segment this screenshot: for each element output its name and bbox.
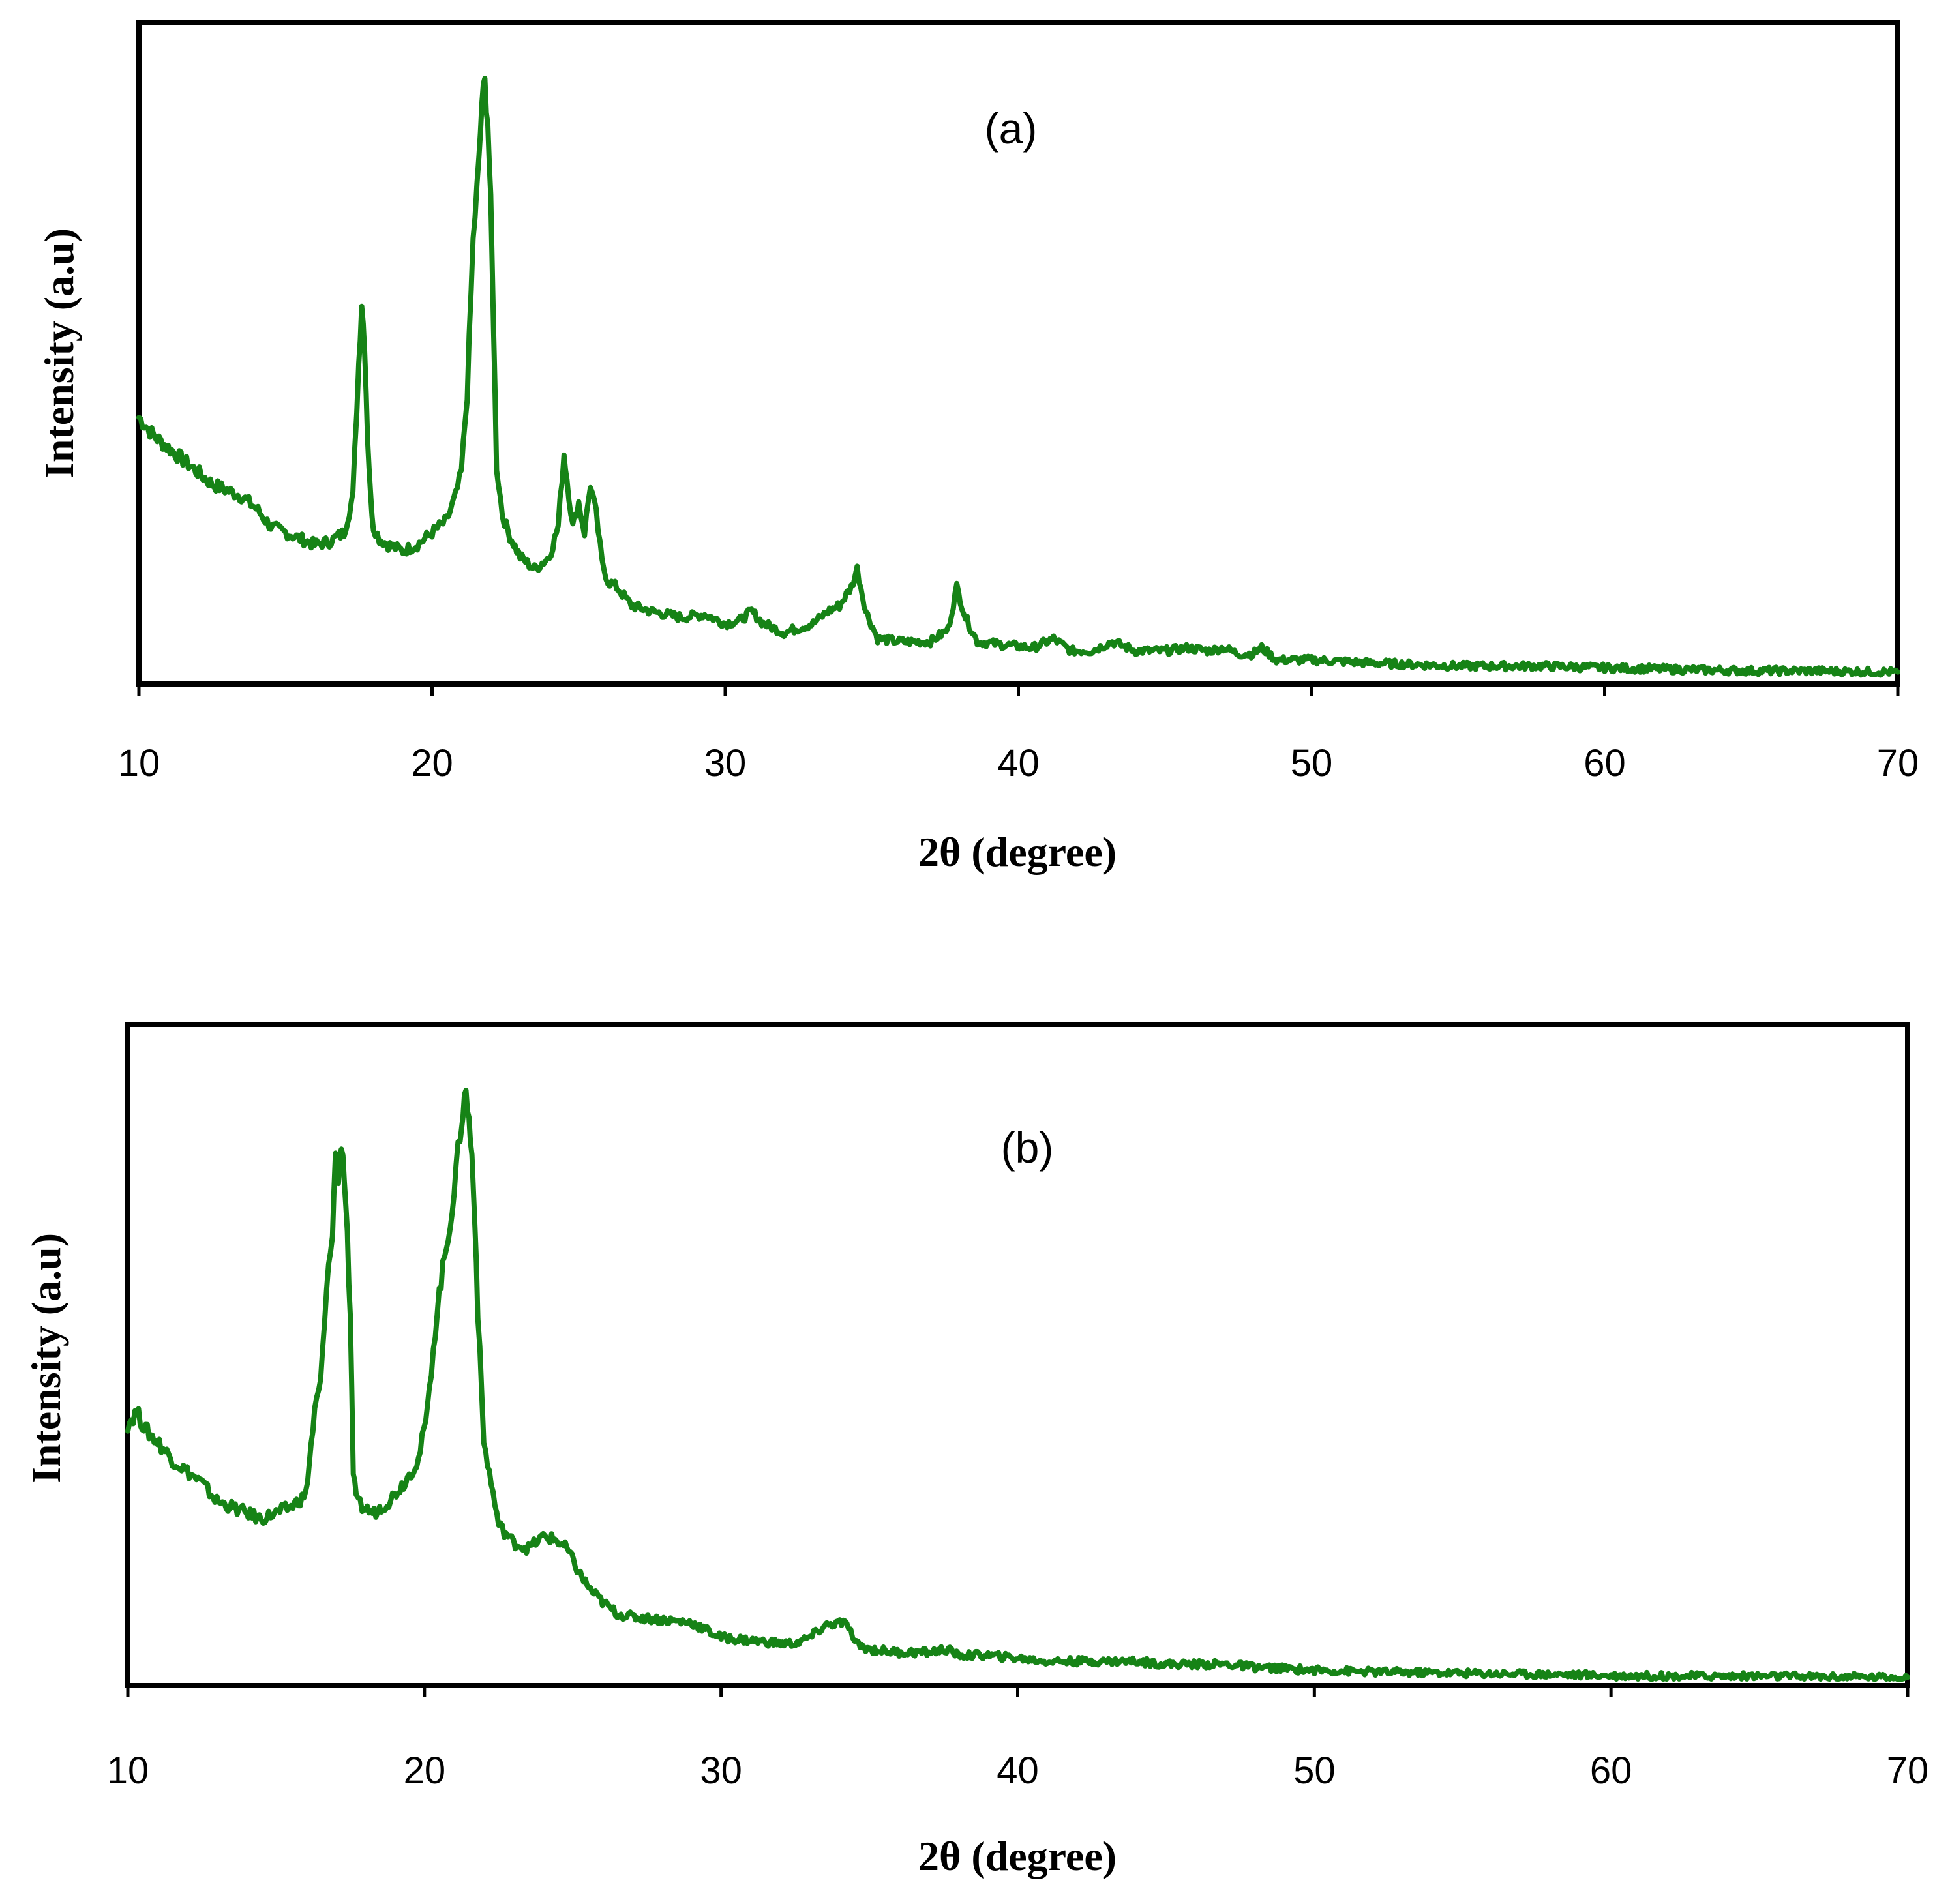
panel-label-a: (a) xyxy=(985,104,1038,153)
series-line-b xyxy=(125,1088,1910,1682)
x-axis-ticks xyxy=(126,1686,1910,1697)
x-tick-label-30: 30 xyxy=(704,742,747,784)
chart-panel-b: 10 20 30 40 50 60 70 (b) 2θ (degree) Intensity… xyxy=(23,1022,1929,1879)
x-tick-label-70: 70 xyxy=(1877,742,1919,784)
x-tick-label-50: 50 xyxy=(1291,742,1333,784)
x-tick-label-10: 10 xyxy=(118,742,160,784)
x-tick-label-70: 70 xyxy=(1887,1749,1929,1792)
x-tick-label-20: 20 xyxy=(411,742,453,784)
x-tick-label-40: 40 xyxy=(997,1749,1039,1792)
chart-panel-a: 10 20 30 40 50 60 70 (a) 2θ (degree) Intensity… xyxy=(36,20,1919,875)
x-tick-label-20: 20 xyxy=(404,1749,446,1792)
x-tick-label-50: 50 xyxy=(1293,1749,1336,1792)
x-tick-label-40: 40 xyxy=(997,742,1040,784)
x-tick-label-60: 60 xyxy=(1590,1749,1632,1792)
y-axis-title: Intensity (a.u) xyxy=(23,1233,69,1483)
x-tick-label-30: 30 xyxy=(700,1749,742,1792)
y-axis-title: Intensity (a.u) xyxy=(36,228,82,479)
x-axis-title: 2θ (degree) xyxy=(918,829,1117,875)
x-axis-title: 2θ (degree) xyxy=(918,1833,1117,1879)
x-axis-ticks xyxy=(137,684,1900,696)
x-axis-tick-labels: 10 20 30 40 50 60 70 xyxy=(107,1749,1929,1792)
panel-label-b: (b) xyxy=(1001,1123,1054,1172)
x-tick-label-10: 10 xyxy=(107,1749,149,1792)
x-axis-tick-labels: 10 20 30 40 50 60 70 xyxy=(118,742,1919,784)
x-tick-label-60: 60 xyxy=(1583,742,1626,784)
series-line-a xyxy=(136,76,1900,678)
